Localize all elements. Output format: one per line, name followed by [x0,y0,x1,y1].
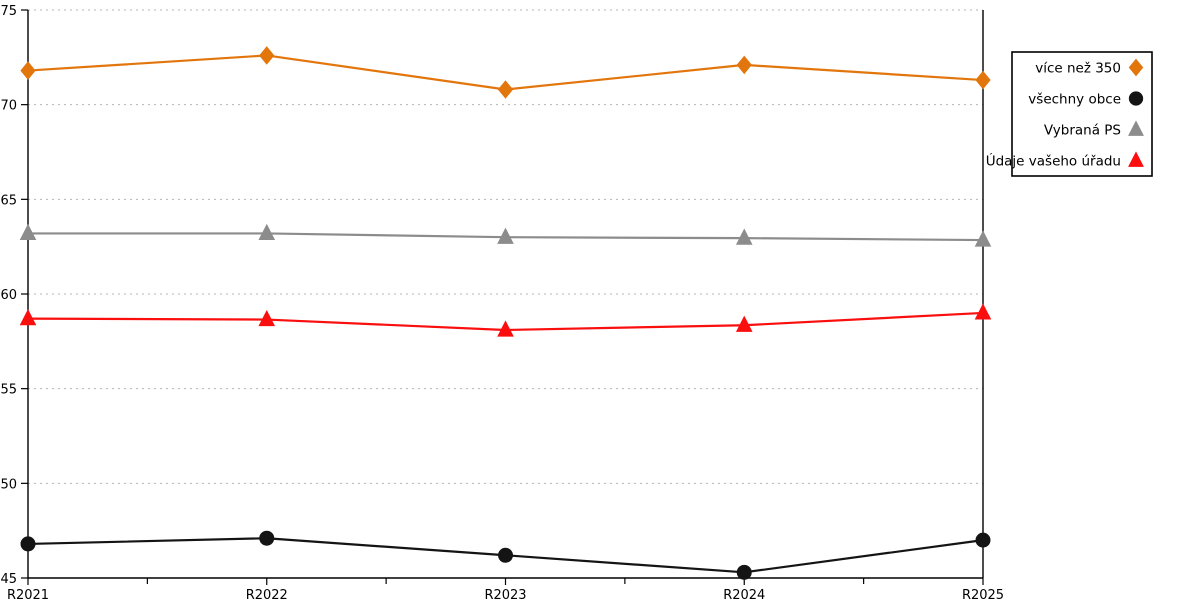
data-point-marker[interactable] [497,320,514,337]
legend-item-4[interactable]: Údaje vašeho úřadu [986,151,1144,170]
data-point-marker[interactable] [20,536,36,552]
y-tick-label: 45 [0,572,17,587]
series-group [19,46,992,580]
data-point-marker[interactable] [497,80,514,99]
legend-item-3[interactable]: Vybraná PS [1044,120,1144,139]
data-point-marker[interactable] [974,230,992,247]
legend-triangle-icon [1128,151,1144,167]
y-tick-group: 45 50 55 60 65 70 75 [0,4,28,587]
x-tick-group: R2021 R2022 R2023 R2024 R2025 [7,578,1004,600]
series-4 [19,303,992,337]
y-tick-label: 55 [0,383,17,398]
legend-box [1011,51,1153,177]
legend-item-2[interactable]: všechny obce [1028,91,1144,108]
y-tick-label: 60 [0,288,17,303]
series-2 [20,530,991,580]
chart-legend[interactable]: více než 350 všechny obce Vybraná PS Údaje … [986,51,1153,177]
data-point-marker[interactable] [259,530,275,546]
data-point-marker[interactable] [497,227,514,244]
legend-item-label: více než 350 [1035,61,1121,77]
y-tick-label: 50 [0,477,17,492]
data-point-marker[interactable] [19,309,37,326]
legend-triangle-icon [1128,120,1144,136]
data-point-marker[interactable] [19,223,37,241]
data-point-marker[interactable] [20,61,36,80]
legend-item-label: Údaje vašeho úřadu [986,152,1121,170]
series-3 [19,223,992,247]
data-point-marker[interactable] [258,309,276,327]
legend-item-label: všechny obce [1028,92,1121,108]
data-point-marker[interactable] [735,228,753,245]
data-point-marker[interactable] [975,532,991,548]
series-1 [20,46,991,99]
legend-diamond-icon [1128,58,1144,77]
x-tick-label: R2025 [962,588,1004,600]
legend-item-label: Vybraná PS [1044,123,1121,139]
x-tick-label: R2022 [246,588,288,600]
data-point-marker[interactable] [735,315,753,332]
y-tick-label: 65 [0,193,17,208]
data-point-marker[interactable] [259,46,275,65]
x-tick-label: R2021 [7,588,49,600]
data-point-marker[interactable] [975,70,991,90]
x-tick-label: R2023 [484,588,526,600]
y-tick-label: 75 [0,4,17,19]
y-tick-label: 70 [0,99,17,114]
x-tick-label: R2024 [723,588,765,600]
data-point-marker[interactable] [258,223,276,241]
data-point-marker[interactable] [498,547,513,563]
data-point-marker[interactable] [974,303,992,320]
legend-item-1[interactable]: více než 350 [1035,58,1144,77]
data-point-marker[interactable] [736,564,752,580]
legend-circle-icon [1128,91,1144,106]
data-point-marker[interactable] [736,55,752,75]
